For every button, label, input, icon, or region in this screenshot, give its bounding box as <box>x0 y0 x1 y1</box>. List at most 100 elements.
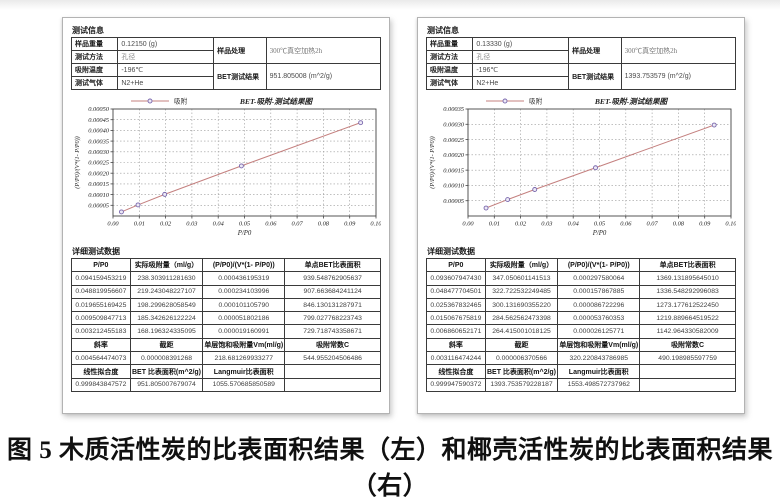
data-line <box>485 124 715 209</box>
x-tick-label: 0.10 <box>370 221 381 228</box>
y-tick-label: 0.00015 <box>88 181 109 188</box>
detail-cell: 951.805007679074 <box>129 377 204 392</box>
data-point-marker <box>483 205 489 211</box>
info-value-adsorption-temp: -196℃ <box>472 63 570 77</box>
detail-cell: 0.000006370566 <box>484 351 559 366</box>
detail-header-cell: 截距 <box>484 337 559 353</box>
y-tick-label: 0.00030 <box>443 121 465 128</box>
x-tick-label: 0.05 <box>239 221 250 228</box>
detail-data-row: 0.009509847713 185.342626122224 0.00005180… <box>71 311 381 326</box>
detail-header-cell: BET 比表面积(m^2/g) <box>484 364 559 379</box>
detail-cell: 0.000026125771 <box>557 324 641 339</box>
detail-cell: 320.220843786985 <box>557 351 641 366</box>
x-tick-label: 0.08 <box>318 221 330 228</box>
detail-header-cell: P/P0 <box>71 257 131 273</box>
bet-chart: 0.00 0.01 0.02 0.03 0.04 0.05 0.06 0.07 0.08 0.09… <box>426 94 737 244</box>
detail-cell: 238.303911281630 <box>129 271 204 286</box>
detail-data-row: 0.003212455183 168.196324335095 0.00001916… <box>71 324 381 339</box>
detail-cell: 0.009509847713 <box>71 311 131 326</box>
detail-cell: 219.243048227107 <box>129 284 204 299</box>
x-tick-label: 0.04 <box>568 221 580 228</box>
y-tick-label: 0.00015 <box>443 167 464 174</box>
info-label-adsorption-temp: 吸附温度 <box>425 63 474 77</box>
detail-data-row: 0.999843847572 951.805007679074 1055.57068… <box>71 377 381 392</box>
detail-cell: 1369.131895645010 <box>639 271 736 286</box>
detail-cell: 1336.548292996083 <box>639 284 736 299</box>
scan-artifact-top <box>0 0 780 10</box>
detail-header-row: P/P0 实际吸附量（ml/g） (P/P0)/(V*(1- P/P0)) 单点BET… <box>71 257 381 273</box>
data-point-marker <box>118 209 124 215</box>
detail-data-row: 0.019655169425 198.299628058549 0.00010110… <box>71 297 381 313</box>
detail-data-table: P/P0 实际吸附量（ml/g） (P/P0)/(V*(1- P/P0)) 单点BET… <box>426 257 736 392</box>
detail-cell: 0.006860652171 <box>426 324 486 339</box>
info-value-test-method: 孔径 <box>472 50 570 64</box>
y-tick-label: 0.00035 <box>443 106 464 113</box>
legend-marker <box>502 98 508 104</box>
x-axis-label: P/P0 <box>237 230 252 237</box>
info-value-test-method: 孔径 <box>117 50 215 64</box>
detail-cell: 218.681269933277 <box>202 351 286 366</box>
legend-label: 吸附 <box>174 97 188 106</box>
detail-header-cell: (P/P0)/(V*(1- P/P0)) <box>557 257 641 273</box>
detail-cell: 544.955204506486 <box>284 351 381 366</box>
detail-cell: 0.003212455183 <box>71 324 131 339</box>
detail-header-cell: 单点BET比表面积 <box>284 257 381 273</box>
detail-cell: 0.025367832465 <box>426 297 486 313</box>
y-tick-label: 0.00040 <box>88 128 110 135</box>
detail-header-cell: 实际吸附量（ml/g） <box>129 257 204 273</box>
detail-data-row: 0.003116474244 0.000006370566 320.22084378… <box>426 351 736 366</box>
data-point-marker <box>505 197 511 203</box>
detail-data-row: 0.048477704501 322.722532249485 0.00015786… <box>426 284 736 299</box>
detail-header-cell: 斜率 <box>71 337 131 353</box>
detail-header-row: 线性拟合度 BET 比表面积(m^2/g) Langmuir比表面积 <box>71 364 381 379</box>
test-info-title: 测试信息 <box>72 26 104 35</box>
detail-cell: 0.000234103996 <box>202 284 286 299</box>
y-tick-label: 0.00035 <box>88 138 109 145</box>
y-tick-label: 0.00025 <box>88 160 109 167</box>
y-tick-label: 0.00005 <box>443 198 464 205</box>
detail-data-row: 0.025367832465 300.131690355220 0.00008672… <box>426 297 736 313</box>
detail-header-cell: BET 比表面积(m^2/g) <box>129 364 204 379</box>
detail-header-cell: Langmuir比表面积 <box>557 364 641 379</box>
y-tick-label: 0.00010 <box>443 183 465 190</box>
detail-header-cell: 单层饱和吸附量Vm(ml/g) <box>202 337 286 353</box>
detail-cell: 168.196324335095 <box>129 324 204 339</box>
detail-cell: 0.999947590372 <box>426 377 486 392</box>
data-point-marker <box>593 165 598 171</box>
detail-cell: 1219.889664519522 <box>639 311 736 326</box>
y-axis-label: (P/P0)/(V*(1- P/P0)) <box>429 136 436 188</box>
detail-cell: 0.093607947430 <box>426 271 486 286</box>
data-point-marker <box>711 122 717 128</box>
info-label-test-method: 测试方法 <box>70 50 119 64</box>
x-tick-label: 0.00 <box>107 221 119 228</box>
detail-cell: 0.000053760353 <box>557 311 641 326</box>
x-tick-label: 0.00 <box>462 221 474 228</box>
y-tick-label: 0.00025 <box>443 137 464 144</box>
detail-header-row: 线性拟合度 BET 比表面积(m^2/g) Langmuir比表面积 <box>426 364 736 379</box>
detail-cell: 0.015067675819 <box>426 311 486 326</box>
x-tick-label: 0.02 <box>160 221 172 228</box>
info-value-bet-result: 951.805008 (m^2/g) <box>265 63 382 90</box>
y-tick-label: 0.00020 <box>88 170 110 177</box>
detail-header-row: 斜率 截距 单层饱和吸附量Vm(ml/g) 吸附常数C <box>71 337 381 353</box>
detail-cell: 0.094159453219 <box>71 271 131 286</box>
info-label-bet-result: BET测试结果 <box>568 63 622 90</box>
detail-cell: 300.131690355220 <box>484 297 559 313</box>
info-label-test-gas: 测试气体 <box>70 76 119 90</box>
detail-cell: 198.299628058549 <box>129 297 204 313</box>
info-label-sample-weight: 样品重量 <box>425 37 474 51</box>
x-tick-label: 0.07 <box>647 221 659 228</box>
y-tick-label: 0.00045 <box>88 117 109 124</box>
x-axis-label: P/P0 <box>592 230 607 237</box>
detail-cell <box>639 377 736 392</box>
detail-cell: 0.048819956607 <box>71 284 131 299</box>
detail-header-cell: Langmuir比表面积 <box>202 364 286 379</box>
detail-cell <box>284 377 381 392</box>
data-point-marker <box>358 120 364 126</box>
x-tick-label: 0.05 <box>594 221 605 228</box>
detail-data-table: P/P0 实际吸附量（ml/g） (P/P0)/(V*(1- P/P0)) 单点BET… <box>71 257 381 392</box>
detail-header-cell: 单点BET比表面积 <box>639 257 736 273</box>
detail-cell: 1393.753579228187 <box>484 377 559 392</box>
detail-cell: 0.048477704501 <box>426 284 486 299</box>
detail-data-row: 0.999947590372 1393.753579228187 1553.4985… <box>426 377 736 392</box>
